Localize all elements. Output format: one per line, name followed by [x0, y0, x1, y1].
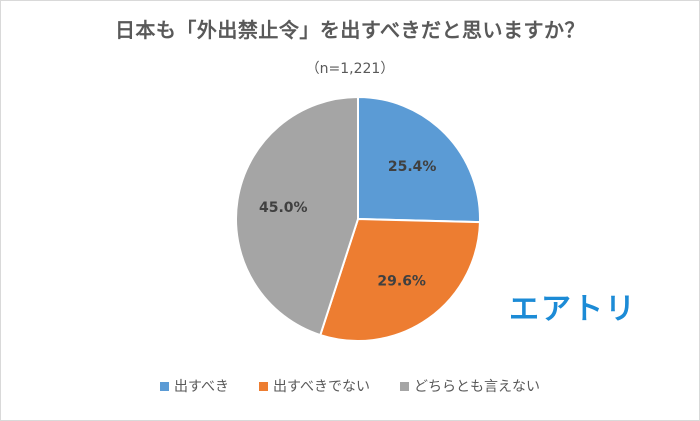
chart-subtitle: （n=1,221） [305, 61, 395, 77]
legend-swatch [259, 381, 268, 391]
legend-item-should: 出すべき [159, 376, 229, 396]
pie-slice-should [357, 95, 481, 224]
legend-item-undecided: どちらとも言えない [400, 376, 540, 396]
legend-swatch [159, 381, 169, 391]
chart-title: 日本も「外出禁止令」を出すべきだと思いますか？ [114, 18, 586, 42]
pie-slice-should-not [319, 217, 481, 342]
legend-label: どちらとも言えない [414, 379, 541, 395]
legend-swatch [400, 381, 410, 391]
legend-label: 出すべき [173, 379, 229, 395]
slice-data-label: 25.4% [388, 159, 437, 175]
legend-label: 出すべきでない [273, 379, 371, 395]
slice-data-label: 29.6% [377, 274, 426, 290]
legend: 出すべき 出すべきでない どちらとも言えない [0, 376, 700, 396]
legend-item-should-not: 出すべきでない [259, 376, 370, 396]
brand-logo: エアトリ [509, 292, 637, 327]
slice-data-label: 45.0% [259, 200, 308, 216]
pie-slice-undecided [235, 95, 359, 337]
